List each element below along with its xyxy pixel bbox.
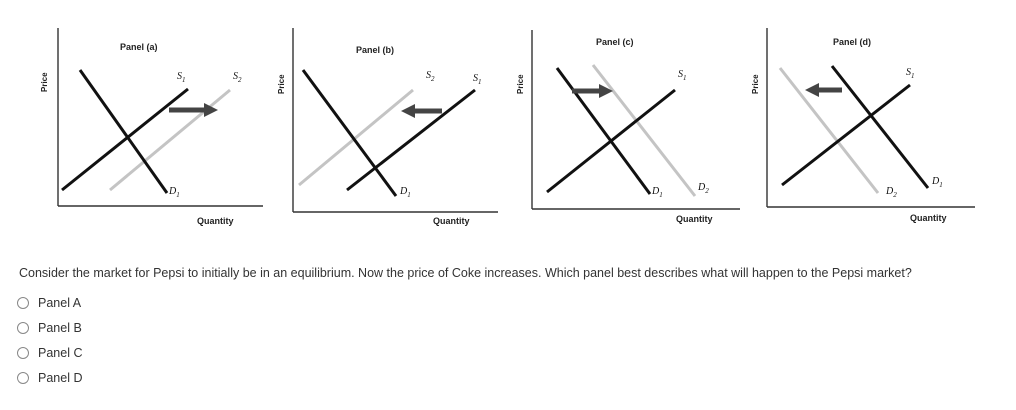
radio-button[interactable] (17, 296, 29, 309)
panel-d: Panel (d) Price Quantity S1 D2 D1 (740, 0, 975, 245)
panel-d-d1-label: D1 (932, 176, 943, 189)
panel-d-d1-curve (830, 65, 930, 189)
panel-b: Panel (b) Price Quantity S2 S1 D1 (263, 0, 498, 245)
panel-d-title: Panel (d) (833, 37, 872, 47)
option-label: Panel A (38, 295, 82, 310)
option-panel-b[interactable]: Panel B (17, 315, 82, 340)
panel-a-s1-label: S1 (177, 71, 186, 84)
panel-c-title: Panel (c) (596, 37, 634, 47)
panel-a-s2-label: S2 (233, 71, 242, 84)
panel-c-graph (531, 30, 740, 210)
panel-b-title: Panel (b) (356, 45, 395, 55)
option-panel-c[interactable]: Panel C (17, 340, 82, 365)
panel-d-graph (766, 28, 975, 208)
panel-b-s1-label: S1 (473, 73, 482, 86)
panel-d-s1-label: S1 (906, 67, 915, 80)
panel-b-d1-curve (301, 69, 398, 197)
option-panel-d[interactable]: Panel D (17, 365, 82, 390)
panel-b-quantity-label: Quantity (433, 216, 470, 226)
panel-d-price-label: Price (751, 74, 760, 94)
panel-a-d1-curve (78, 69, 169, 194)
panel-a-s1-curve (61, 87, 189, 192)
panel-c-price-label: Price (516, 74, 525, 94)
panel-b-s2-label: S2 (426, 70, 435, 83)
panel-a-price-label: Price (40, 72, 49, 92)
panel-d-shift-arrow (805, 83, 842, 97)
panel-b-s2-curve (298, 88, 414, 187)
panel-b-shift-arrow (401, 104, 442, 118)
panel-c-d2-label: D2 (698, 182, 709, 195)
panel-a-graph (57, 28, 263, 207)
panel-a-d1-label: D1 (169, 186, 180, 199)
panel-b-d1-label: D1 (400, 186, 411, 199)
radio-button[interactable] (17, 346, 29, 359)
panel-b-s1-curve (346, 88, 476, 192)
option-label: Panel D (38, 370, 83, 385)
option-label: Panel B (38, 320, 82, 335)
panel-a-title: Panel (a) (120, 42, 158, 52)
question-text: Consider the market for Pepsi to initial… (19, 266, 912, 280)
panel-a-shift-arrow (169, 103, 218, 117)
radio-button[interactable] (17, 321, 29, 334)
panel-c-d2-curve (591, 64, 697, 197)
panel-c-quantity-label: Quantity (676, 214, 713, 224)
panel-d-s1-curve (781, 83, 911, 187)
panel-b-graph (292, 28, 498, 213)
panel-c-d1-label: D1 (652, 186, 663, 199)
panel-a-quantity-label: Quantity (197, 216, 234, 226)
option-label: Panel C (38, 345, 83, 360)
radio-button[interactable] (17, 371, 29, 384)
diagram-panels: Panel (a) Price Quantity S1 S2 D1 Panel … (28, 0, 975, 245)
panel-d-d2-label: D2 (886, 186, 897, 199)
panel-b-price-label: Price (277, 74, 286, 94)
panel-d-quantity-label: Quantity (910, 213, 947, 223)
panel-d-d2-curve (778, 67, 880, 194)
panel-a: Panel (a) Price Quantity S1 S2 D1 (28, 0, 263, 245)
option-panel-a[interactable]: Panel A (17, 290, 82, 315)
panel-c: Panel (c) Price Quantity S1 D1 D2 (505, 0, 740, 245)
panel-c-s1-label: S1 (678, 69, 687, 82)
answer-options: Panel A Panel B Panel C Panel D (17, 290, 82, 390)
panel-c-shift-arrow (572, 84, 613, 98)
